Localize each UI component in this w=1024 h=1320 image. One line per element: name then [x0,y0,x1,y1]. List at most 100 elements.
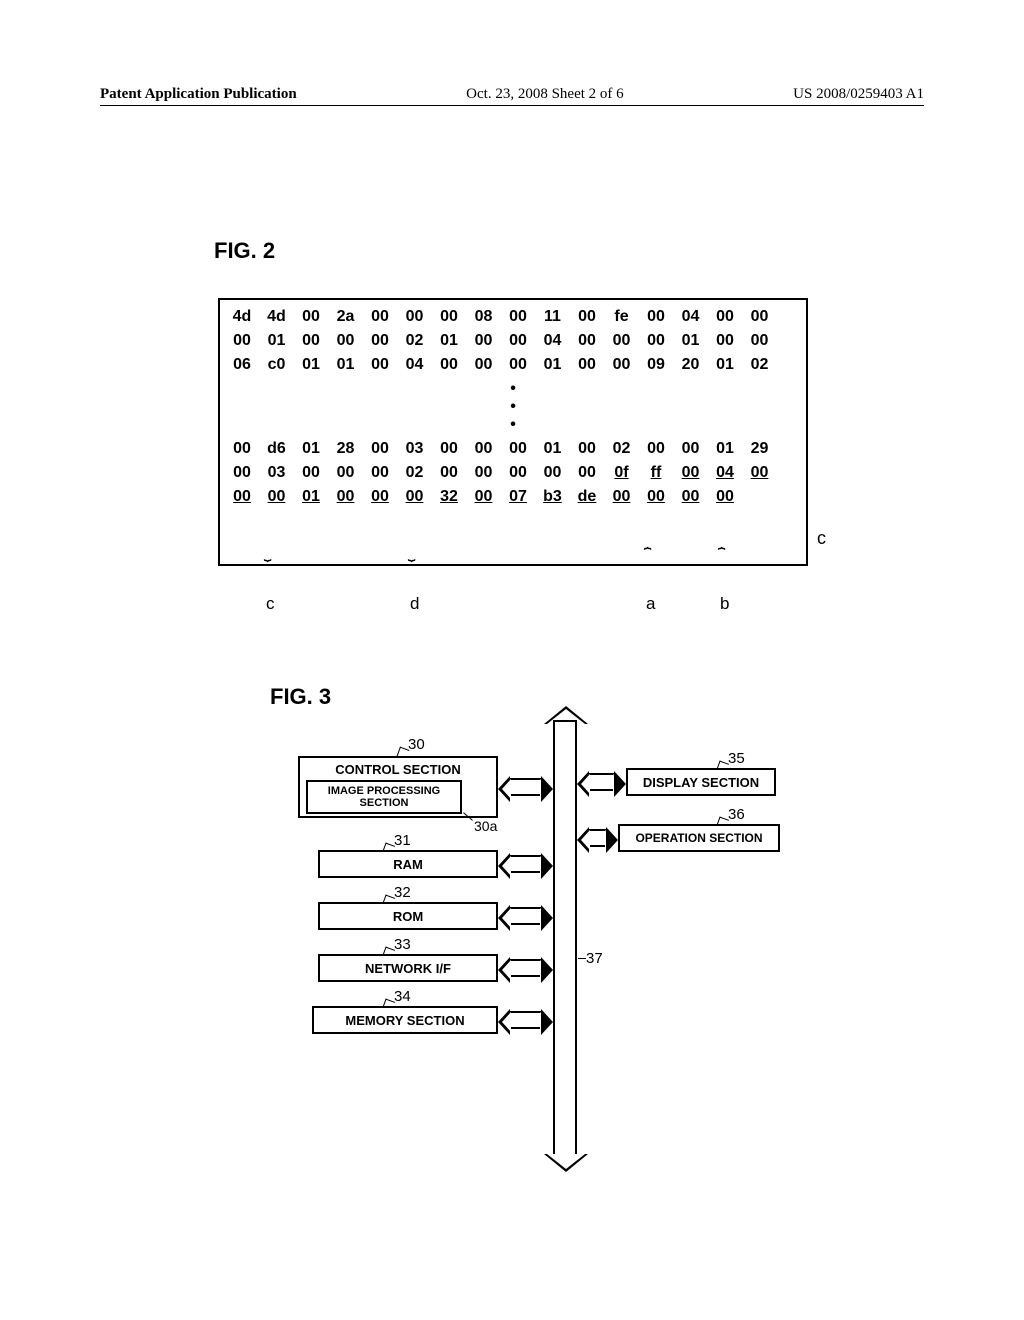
hex-byte: 00 [370,488,390,506]
display-section-block: DISPLAY SECTION [626,768,776,796]
hex-byte: 04 [715,464,735,482]
hex-byte: 20 [681,356,701,374]
image-processing-block: IMAGE PROCESSING SECTION [306,780,462,814]
hex-byte: 00 [646,440,666,458]
rom-block: ROM [318,902,498,930]
block-label: RAM [393,857,423,872]
bus-connector [508,855,543,873]
hex-byte: 00 [543,464,563,482]
bus-connector [508,1011,543,1029]
hex-byte: 01 [301,356,321,374]
hex-byte: 00 [232,440,252,458]
hex-byte: 00 [439,356,459,374]
hex-byte: 01 [301,488,321,506]
hex-byte: 03 [267,464,287,482]
hex-byte: 02 [405,464,425,482]
hex-byte: 00 [681,488,701,506]
ellipsis-dot: • [232,380,794,398]
header-right: US 2008/0259403 A1 [793,86,924,103]
hex-byte: 00 [612,488,632,506]
hex-byte: de [577,488,597,506]
fig2-label: FIG. 2 [214,238,275,264]
hex-byte: 00 [301,332,321,350]
hex-byte: 00 [232,332,252,350]
hex-byte: 00 [577,464,597,482]
ref-32: 32 [394,884,411,901]
hex-byte: 00 [715,488,735,506]
hex-byte: 08 [474,308,494,326]
hex-byte: 00 [474,464,494,482]
ref-34: 34 [394,988,411,1005]
ref-33: 33 [394,936,411,953]
hex-byte: 09 [646,356,666,374]
operation-section-block: OPERATION SECTION [618,824,780,852]
hex-row: 06c00101000400000001000009200102 [232,356,794,374]
hex-byte: 01 [439,332,459,350]
hex-byte: 2a [336,308,356,326]
hex-byte: 00 [715,308,735,326]
ref-35: 35 [728,750,745,767]
hex-byte: 00 [474,488,494,506]
hex-byte: fe [612,308,632,326]
hex-byte: 00 [439,440,459,458]
hex-byte: 02 [750,356,770,374]
hex-byte: c0 [267,356,287,374]
hex-byte: 01 [715,356,735,374]
hex-byte: 01 [543,356,563,374]
annot-c-right: c [817,528,826,549]
fig3-diagram: 37 30 CONTROL SECTION IMAGE PROCESSING S… [278,720,758,1160]
hex-byte: 00 [474,332,494,350]
hex-byte: 00 [370,308,390,326]
bus-connector [587,829,608,847]
hex-byte: 00 [577,308,597,326]
hex-byte: 01 [336,356,356,374]
system-bus [553,720,577,1158]
annot-b: b [720,594,729,614]
hex-byte: 02 [405,332,425,350]
hex-byte: 00 [508,356,528,374]
hex-byte: 04 [681,308,701,326]
hex-byte: 00 [750,464,770,482]
block-label: ROM [393,909,423,924]
hex-byte: 28 [336,440,356,458]
ref-30: 30 [408,736,425,753]
hex-byte: 00 [439,464,459,482]
hex-byte: 00 [370,332,390,350]
fig3-label: FIG. 3 [270,684,331,710]
hex-byte: 32 [439,488,459,506]
hex-byte: 00 [508,332,528,350]
hex-byte: 00 [370,356,390,374]
hex-byte: 01 [267,332,287,350]
ref-lead [578,958,586,959]
bus-connector [508,959,543,977]
hex-byte: 00 [508,308,528,326]
header-mid: Oct. 23, 2008 Sheet 2 of 6 [466,86,623,103]
hex-byte: 00 [267,488,287,506]
bus-connector [508,778,543,796]
hex-byte: 00 [681,464,701,482]
annot-d: d [410,594,419,614]
annot-c: c [266,594,275,614]
hex-byte: 00 [301,308,321,326]
hex-byte: 00 [577,356,597,374]
fig2-hex-box: 4d4d002a00000008001100fe0004000000010000… [218,298,808,566]
hex-byte: 00 [577,332,597,350]
hex-byte: 00 [370,464,390,482]
hex-byte: 00 [336,488,356,506]
hex-byte: 01 [681,332,701,350]
hex-row: 00d60128000300000001000200000129 [232,440,794,458]
hex-byte: 00 [612,356,632,374]
hex-byte: 00 [370,440,390,458]
block-label: MEMORY SECTION [345,1013,464,1028]
hex-byte: 00 [508,464,528,482]
hex-byte: 00 [750,332,770,350]
hex-byte: 00 [681,440,701,458]
hex-byte: 00 [405,308,425,326]
hex-byte: 4d [267,308,287,326]
hex-byte: 00 [612,332,632,350]
hex-byte: 0f [612,464,632,482]
hex-row: 00030000000200000000000fff000400 [232,464,794,482]
hex-byte: 29 [750,440,770,458]
bus-arrow-down-icon [544,1154,588,1172]
hex-byte: 00 [646,488,666,506]
